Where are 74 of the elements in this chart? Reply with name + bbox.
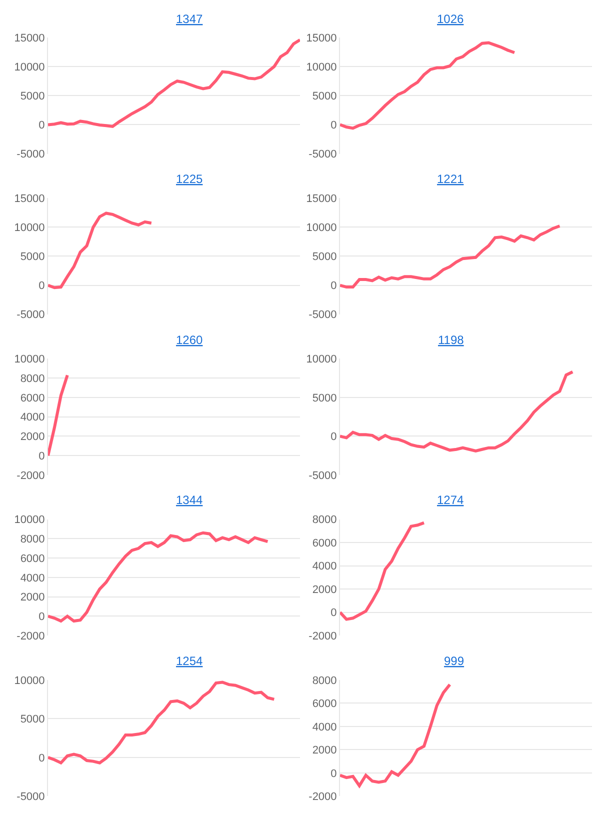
y-tick-label: 2000 [20,431,45,444]
y-tick-label: 10000 [14,61,45,74]
y-tick-label: 15000 [306,192,337,205]
y-tick-label: 5000 [312,90,337,102]
y-tick-label: 10000 [306,222,337,234]
y-tick-label: -2000 [308,791,337,804]
y-tick-label: 4000 [20,412,45,424]
line-series [48,531,270,623]
y-tick-label: 10000 [306,354,337,366]
y-tick-label: 8000 [20,372,45,385]
chart-title: 999 [444,654,464,668]
y-tick-label: 15000 [14,192,45,205]
line-series [48,38,300,128]
y-tick-label: -5000 [308,309,337,322]
line-series [48,374,69,458]
chart-title: 1274 [437,493,464,507]
y-tick-label: -5000 [16,309,45,322]
y-tick-label: 0 [330,768,337,780]
y-tick-label: 15000 [14,32,45,44]
y-tick-label: 10000 [14,354,45,366]
y-tick-label: 10000 [306,61,337,74]
line-series [48,680,276,764]
y-tick-label: -2000 [16,630,45,642]
line-series [340,683,452,788]
line-series [340,521,426,621]
line-series [48,212,153,290]
y-tick-label: 4000 [20,572,45,584]
y-tick-label: -5000 [16,791,45,804]
y-tick-label: 5000 [312,392,337,404]
line-series [340,370,574,452]
y-tick-label: 0 [38,450,45,462]
y-tick-label: 2000 [20,592,45,604]
chart-title: 1347 [176,12,204,26]
chart-title: 1254 [176,654,204,668]
y-tick-label: 0 [330,431,337,444]
y-tick-label: 4000 [312,560,337,573]
chart-title: 1026 [437,12,464,26]
y-tick-label: 6000 [20,392,45,404]
y-tick-label: 10000 [14,222,45,234]
y-tick-label: -2000 [308,630,337,642]
y-tick-label: 10000 [14,674,45,687]
y-tick-label: 5000 [20,90,45,102]
y-tick-label: 0 [330,280,337,292]
chart-title: 1198 [438,333,464,347]
line-series [340,224,562,289]
y-tick-label: 0 [38,120,45,132]
y-tick-label: -5000 [16,148,45,161]
y-tick-label: 0 [38,280,45,292]
y-tick-label: 2000 [312,744,337,757]
chart-title: 1225 [176,172,204,186]
y-tick-label: 8000 [20,534,45,546]
y-tick-label: -5000 [308,470,337,482]
y-tick-label: 5000 [20,251,45,264]
y-tick-label: 8000 [312,674,337,687]
line-series [340,41,516,130]
y-tick-label: 0 [38,752,45,764]
y-tick-label: 0 [330,607,337,620]
y-tick-label: 0 [330,120,337,132]
y-tick-label: 2000 [312,584,337,596]
y-tick-label: 8000 [312,514,337,526]
y-tick-label: 6000 [312,698,337,710]
chart-title: 1221 [437,172,464,186]
y-tick-label: 15000 [306,32,337,44]
y-tick-label: -2000 [16,470,45,482]
chart-title: 1260 [176,333,204,347]
y-tick-label: 0 [38,611,45,624]
y-tick-label: 5000 [312,251,337,264]
y-tick-label: 10000 [14,514,45,526]
y-tick-label: 6000 [20,552,45,565]
y-tick-label: 6000 [312,537,337,550]
y-tick-label: 5000 [20,714,45,726]
y-tick-label: 4000 [312,721,337,734]
y-tick-label: -5000 [308,148,337,161]
chart-title: 1344 [176,493,204,507]
